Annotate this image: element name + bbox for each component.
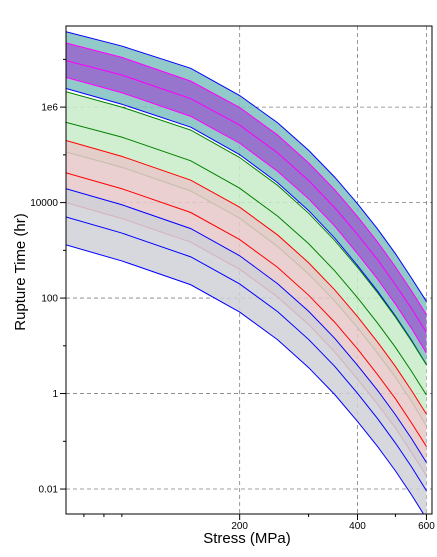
series-upper-line-3: [66, 91, 427, 366]
series-center-line-3: [66, 121, 427, 396]
series-lower-line-2: [66, 76, 427, 354]
series-band-5: [66, 188, 427, 514]
plot-frame: [65, 25, 433, 515]
series-upper-line-5: [66, 188, 427, 463]
series-band-1: [66, 31, 427, 365]
x-axis-label: Stress (MPa): [203, 530, 291, 547]
y-tick-label: 0.01: [39, 485, 59, 496]
series-layer: [66, 31, 427, 514]
y-tick-label: 1: [52, 389, 58, 400]
series-upper-line-1: [66, 31, 427, 302]
series-band-2: [66, 43, 427, 354]
series-center-line-5: [66, 216, 427, 492]
axes: 200 400 600 0.01 1 100 10000 1e6: [30, 25, 435, 532]
x-tick-label: 600: [418, 521, 435, 532]
series-center-line-4: [66, 172, 427, 447]
series-upper-line-4: [66, 139, 427, 415]
y-tick-label: 1e6: [41, 103, 58, 114]
y-tick-label: 10000: [30, 198, 58, 209]
y-tick-label: 100: [41, 294, 58, 305]
x-tick-label: 400: [349, 521, 366, 532]
x-tick-label: 200: [231, 521, 248, 532]
series-lower-line-5: [66, 244, 425, 514]
y-axis-label: Rupture Time (hr): [12, 213, 29, 331]
series-upper-line-2: [66, 42, 427, 315]
series-center-line-2: [66, 60, 427, 333]
series-lower-line-1: [66, 88, 427, 366]
